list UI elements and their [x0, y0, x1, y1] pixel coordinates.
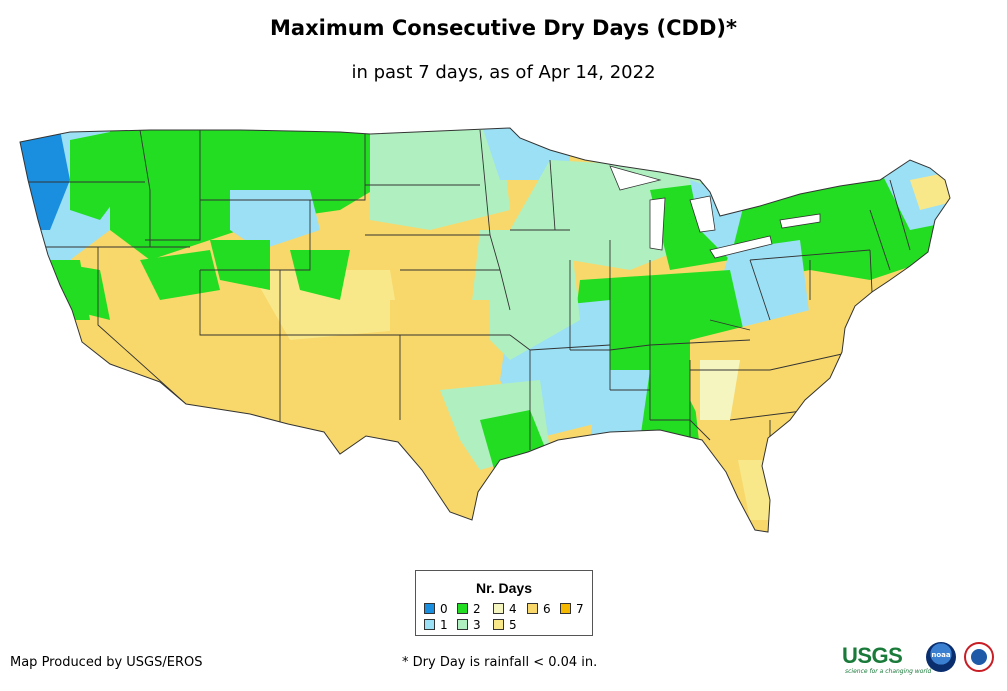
legend-item-2: 2 [457, 603, 481, 615]
legend-item-1: 1 [424, 619, 448, 631]
legend-item-6: 6 [527, 603, 551, 615]
dry-day-footnote: * Dry Day is rainfall < 0.04 in. [402, 655, 598, 670]
legend-swatch [560, 603, 571, 614]
legend-swatch [493, 619, 504, 630]
nws-logo [964, 642, 994, 672]
nws-logo-emblem [971, 649, 987, 665]
us-dry-days-map [19, 127, 951, 533]
legend-swatch [424, 603, 435, 614]
usgs-tagline: science for a changing world [845, 668, 932, 675]
noaa-logo-text: noaa [931, 651, 951, 659]
legend-swatch [527, 603, 538, 614]
map-credit: Map Produced by USGS/EROS [10, 655, 203, 670]
map-title: Maximum Consecutive Dry Days (CDD)* [270, 16, 737, 40]
agency-logos: USGS science for a changing world noaa [842, 640, 1002, 680]
legend-item-0: 0 [424, 603, 448, 615]
legend-swatch [457, 619, 468, 630]
legend-item-7: 7 [560, 603, 584, 615]
legend: Nr. Days 0 1 2 3 4 5 6 7 [415, 570, 593, 636]
usgs-logo: USGS [842, 643, 903, 668]
legend-item-4: 4 [493, 603, 517, 615]
legend-swatch [457, 603, 468, 614]
noaa-logo: noaa [926, 642, 956, 672]
legend-swatch [424, 619, 435, 630]
map-subtitle: in past 7 days, as of Apr 14, 2022 [351, 62, 656, 83]
legend-title: Nr. Days [475, 580, 533, 596]
legend-item-5: 5 [493, 619, 517, 631]
legend-swatch [493, 603, 504, 614]
legend-item-3: 3 [457, 619, 481, 631]
